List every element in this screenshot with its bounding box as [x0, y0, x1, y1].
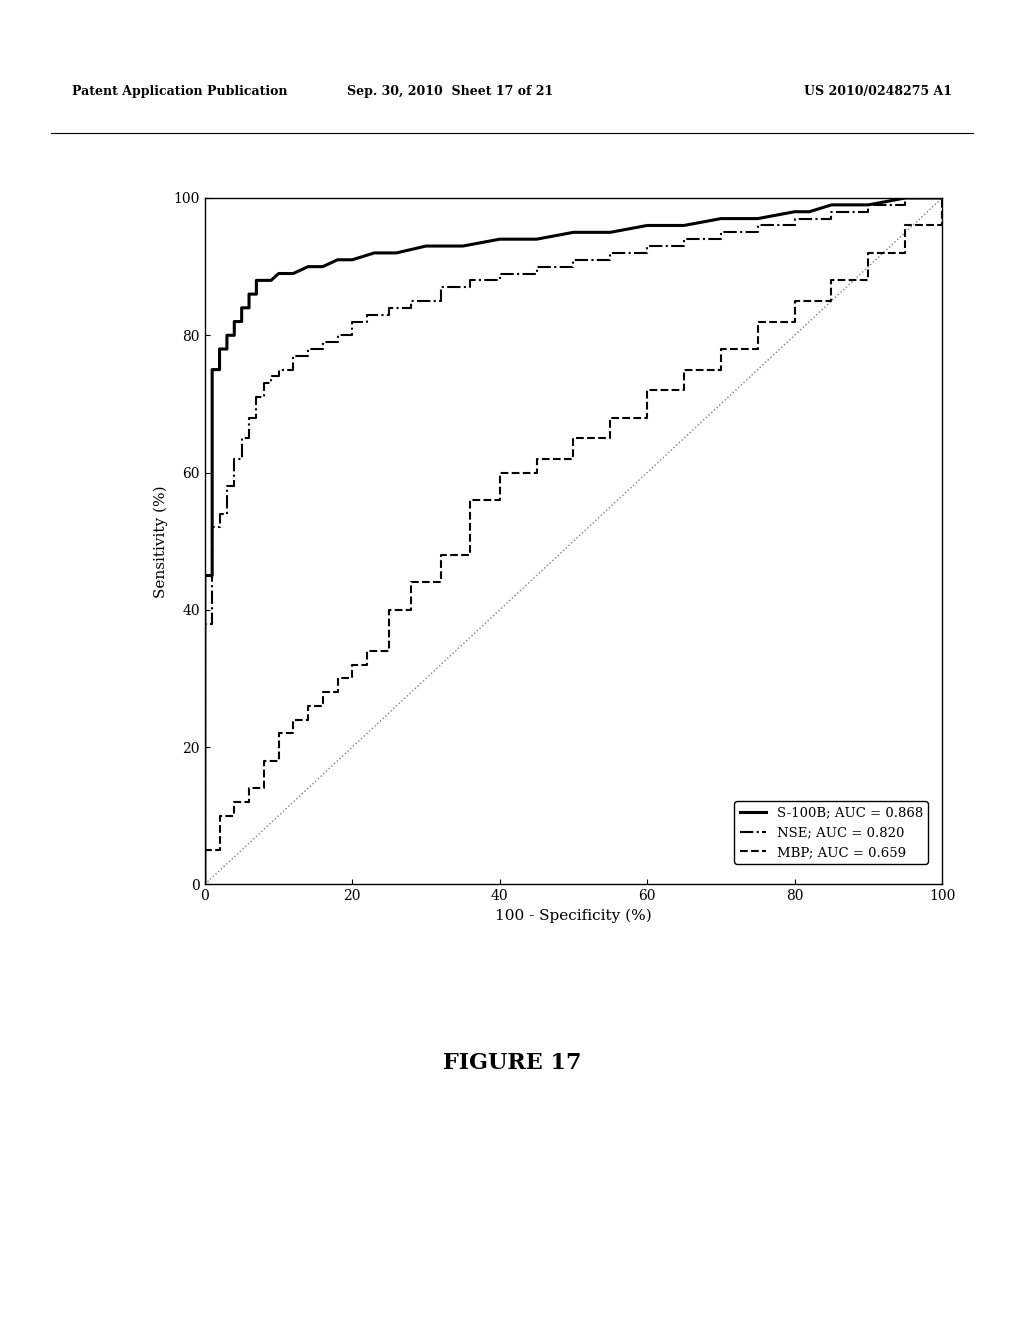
Y-axis label: Sensitivity (%): Sensitivity (%) [154, 484, 168, 598]
Legend: S-100B; AUC = 0.868, NSE; AUC = 0.820, MBP; AUC = 0.659: S-100B; AUC = 0.868, NSE; AUC = 0.820, M… [734, 801, 928, 865]
Text: Sep. 30, 2010  Sheet 17 of 21: Sep. 30, 2010 Sheet 17 of 21 [347, 84, 554, 98]
Text: US 2010/0248275 A1: US 2010/0248275 A1 [804, 84, 952, 98]
Text: FIGURE 17: FIGURE 17 [442, 1052, 582, 1073]
Text: Patent Application Publication: Patent Application Publication [72, 84, 287, 98]
X-axis label: 100 - Specificity (%): 100 - Specificity (%) [495, 908, 652, 923]
